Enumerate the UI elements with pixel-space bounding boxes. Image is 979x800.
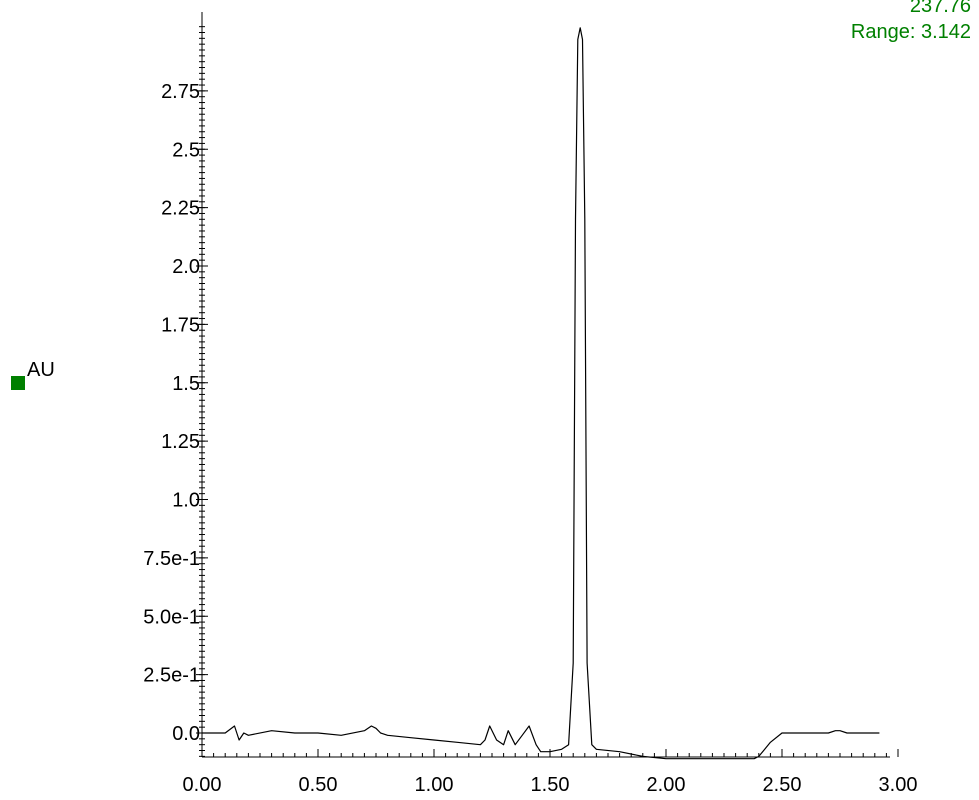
plot-area xyxy=(202,27,880,760)
x-tick-label: 0.00 xyxy=(183,774,222,796)
y-unit-label: AU xyxy=(27,359,55,381)
y-tick-label: 5.0e-1 xyxy=(143,606,200,628)
y-tick-label: 1.0 xyxy=(172,490,200,512)
y-tick-label: 1.5 xyxy=(172,373,200,395)
header-value: 237.76 xyxy=(910,0,971,17)
series-line xyxy=(202,27,880,760)
y-tick-label: 2.25 xyxy=(161,198,200,220)
y-tick-label: 1.25 xyxy=(161,431,200,453)
y-tick-label: 7.5e-1 xyxy=(143,548,200,570)
x-tick-label: 0.50 xyxy=(299,774,338,796)
header-range: Range: 3.142 xyxy=(851,21,971,43)
x-tick-label: 2.00 xyxy=(647,774,686,796)
y-tick-label: 1.75 xyxy=(161,314,200,336)
y-tick-label: 0.0 xyxy=(172,723,200,745)
y-axis: 0.0 2.5e-1 5.0e-1 7.5e-1 1.0 1.25 1.5 1.75 2.0 2.… xyxy=(143,12,208,757)
y-tick-label: 2.0 xyxy=(172,256,200,278)
x-tick-label: 3.00 xyxy=(879,774,918,796)
y-unit-marker xyxy=(11,376,25,390)
y-tick-label: 2.75 xyxy=(161,81,200,103)
x-tick-label: 1.50 xyxy=(531,774,570,796)
x-tick-label: 2.50 xyxy=(763,774,802,796)
y-tick-label: 2.5e-1 xyxy=(143,665,200,687)
x-axis: 0.00 0.50 1.00 1.50 2.00 2.50 3.00 xyxy=(183,749,918,796)
x-tick-label: 1.00 xyxy=(415,774,454,796)
y-tick-label: 2.5 xyxy=(172,139,200,161)
